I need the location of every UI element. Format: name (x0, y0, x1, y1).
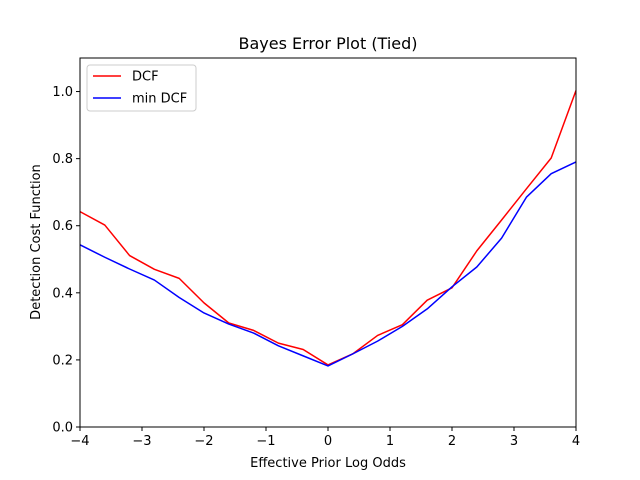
series-line-dcf (79, 90, 577, 366)
x-tick-label: 0 (324, 434, 332, 449)
legend: DCF min DCF (86, 64, 197, 112)
y-tick-label: 0.8 (52, 152, 73, 167)
x-tick-label: −2 (194, 434, 213, 449)
y-axis: 0.0 0.2 0.4 0.6 0.8 1.0 (52, 85, 80, 436)
x-tick-label: 1 (386, 434, 394, 449)
plot-frame (79, 57, 577, 428)
legend-label-min-dcf: min DCF (132, 92, 187, 107)
x-tick-label: 4 (572, 434, 580, 449)
y-axis-label: Detection Cost Function (29, 164, 44, 320)
chart-title: Bayes Error Plot (Tied) (238, 34, 417, 53)
x-tick-label: 3 (510, 434, 518, 449)
x-axis-label: Effective Prior Log Odds (250, 456, 406, 471)
y-tick-label: 1.0 (52, 85, 73, 100)
x-axis: −4 −3 −2 −1 0 1 2 3 4 (70, 427, 580, 449)
x-tick-label: −1 (256, 434, 275, 449)
y-tick-label: 0.0 (52, 421, 73, 436)
plot-lines (79, 90, 577, 367)
x-tick-label: −3 (132, 434, 151, 449)
y-tick-label: 0.4 (52, 286, 73, 301)
y-tick-label: 0.2 (52, 353, 73, 368)
series-line-min-dcf (79, 161, 577, 367)
y-tick-label: 0.6 (52, 219, 73, 234)
legend-label-dcf: DCF (132, 70, 159, 85)
x-tick-label: −4 (70, 434, 89, 449)
x-tick-label: 2 (448, 434, 456, 449)
